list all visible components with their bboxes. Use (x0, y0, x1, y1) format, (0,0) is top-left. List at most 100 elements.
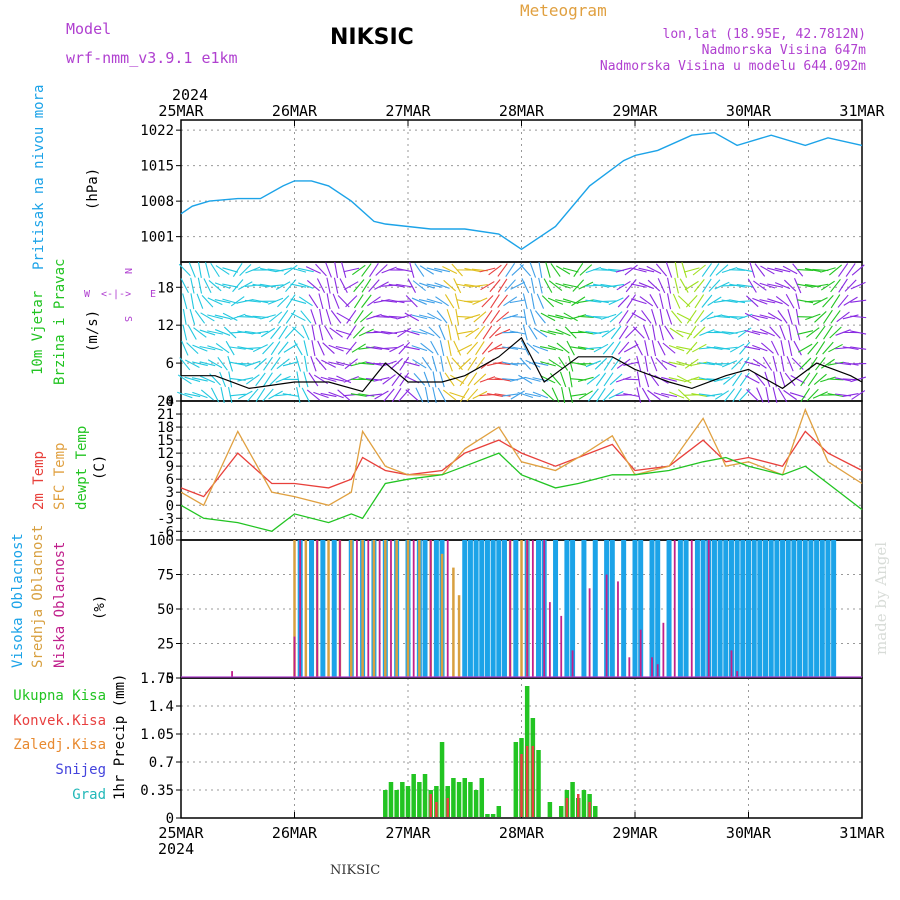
wind-barb (577, 330, 594, 335)
wind-barb (676, 329, 693, 336)
wind-barb (522, 293, 528, 310)
sfc-temp-line (180, 407, 863, 507)
wind-barb (555, 299, 572, 304)
y-tick-label: 6 (166, 472, 174, 488)
wind-barb (403, 329, 420, 336)
y-tick-label: 1008 (140, 194, 174, 210)
high-cloud-bar (677, 540, 683, 677)
legend-total-rain: Ukupna Kisa (13, 688, 106, 704)
wind-barb (322, 342, 335, 354)
wind-barb (217, 357, 228, 371)
wind-barb (545, 262, 551, 278)
wind-barb (290, 298, 307, 304)
high-cloud-bar (808, 540, 814, 677)
wind-barb (611, 341, 621, 356)
wind-barb (352, 264, 366, 276)
wind-barb (383, 388, 395, 402)
high-cloud-bar (638, 540, 644, 677)
wind-barb (346, 310, 357, 324)
low-cloud-bar (639, 629, 642, 677)
wind-barb (767, 298, 783, 305)
legend-hail: Grad (72, 787, 106, 803)
wind-barb (585, 299, 602, 303)
wind-barb (497, 263, 508, 277)
total-rain-bar (593, 806, 598, 817)
wind-barb (668, 361, 685, 366)
wind-barb (407, 278, 417, 293)
wind-barb (481, 295, 494, 308)
wind-barb (334, 262, 339, 278)
wind-barb (215, 342, 230, 354)
wind-barb (430, 340, 439, 356)
wind-barb (655, 357, 668, 370)
wind-barb (779, 371, 786, 388)
wind-barb (541, 295, 555, 308)
wind-barb (568, 371, 573, 388)
wind-barb (244, 347, 261, 350)
wind-barb (326, 293, 331, 310)
wind-barb (290, 267, 307, 273)
wind-barb (661, 359, 677, 368)
conv-rain-bar (577, 794, 580, 817)
wind-barb (326, 277, 331, 294)
wind-barb (260, 267, 276, 273)
wind-barb (532, 391, 549, 399)
wind-barb (760, 342, 774, 354)
wind-barb (275, 281, 291, 290)
wind-barb (229, 393, 246, 397)
wind-barb (278, 310, 289, 324)
wind-barb (570, 346, 587, 350)
wind-barb (222, 267, 239, 273)
wind-barb (800, 372, 811, 387)
wind-barb (842, 314, 859, 320)
wind-barb (464, 267, 481, 273)
compass-arrows: <-|-> (101, 289, 131, 300)
wind-barb (770, 340, 780, 356)
wind-barb (815, 357, 826, 371)
wind-barb (530, 293, 535, 310)
wind-barb (616, 280, 631, 291)
wind-barb (636, 355, 642, 372)
wind-barb (415, 387, 424, 403)
wind-barb (459, 387, 470, 403)
high-cloud-bar (484, 540, 490, 677)
wind-label-2: Brzina i Pravac (52, 259, 68, 385)
wind-barb (373, 330, 390, 335)
wind-barb (277, 341, 289, 355)
low-cloud-bar (707, 540, 710, 677)
wind-barb (192, 344, 208, 352)
wind-barb (344, 281, 359, 291)
station-title: NIKSIC (330, 25, 414, 50)
wind-barb (456, 330, 473, 335)
wind-barb (283, 264, 298, 276)
wind-barb (194, 310, 206, 324)
high-cloud-bar (831, 540, 837, 677)
wind-barb (706, 393, 723, 397)
wind-barb (693, 279, 705, 293)
wind-barb (666, 277, 672, 294)
low-cloud-bar (548, 602, 551, 677)
wind-barb (450, 374, 465, 385)
wind-barb (389, 344, 405, 353)
wind-barb (692, 264, 706, 276)
wind-barb (185, 359, 200, 368)
mid-cloud-bar (406, 540, 410, 677)
wind-barb (532, 361, 549, 366)
wind-barb (850, 346, 867, 350)
y-tick-label: 1001 (140, 230, 174, 246)
high-cloud-bar (592, 540, 598, 677)
wind-barb (308, 294, 319, 309)
x-date-label-top: 30MAR (726, 102, 772, 120)
wind-barb (714, 376, 730, 383)
wind-barb (639, 296, 654, 307)
wind-barb (836, 311, 850, 323)
wind-barb (475, 341, 485, 356)
wind-barb (835, 362, 852, 366)
wind-barb (303, 340, 309, 357)
wind-barb (608, 283, 625, 288)
high-cloud-bar (694, 540, 700, 677)
wind-barb (311, 340, 316, 357)
wind-barb (337, 389, 351, 401)
wind-barb (411, 345, 428, 352)
wind-barb (579, 264, 593, 276)
